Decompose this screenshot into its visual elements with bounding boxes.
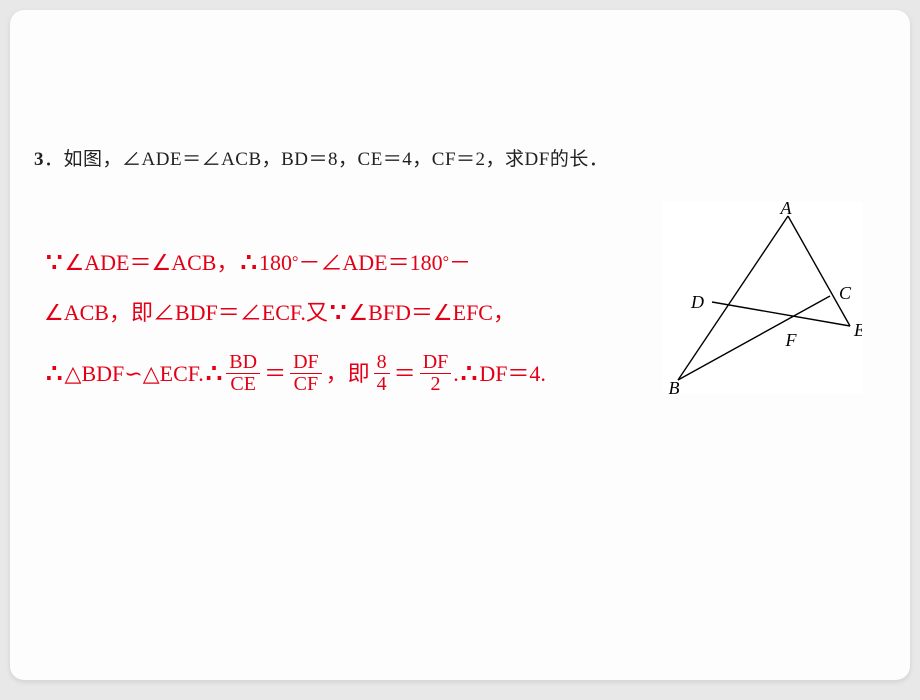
therefore-icon: ∴ [238, 250, 259, 276]
therefore-icon-3: ∴ [204, 361, 225, 387]
frac1-num: BD [226, 352, 260, 373]
question-sep: ． [44, 149, 64, 170]
eq-2: ＝ [392, 363, 418, 385]
svg-text:E: E [853, 320, 862, 340]
sol-3-final: DF＝4. [479, 363, 546, 385]
solution-line-2: ∠ACB，即∠BDF＝∠ECF.又 ∵ ∠BFD＝∠EFC， [44, 300, 604, 326]
therefore-icon-2: ∴ [44, 361, 65, 387]
frac4-num: DF [420, 352, 452, 373]
question-body: 如图，∠ADE＝∠ACB，BD＝8，CE＝4，CF＝2，求DF的长． [64, 149, 609, 170]
sol-3b: ECF. [160, 363, 204, 385]
solution-block: ∵ ∠ADE＝∠ACB， ∴ 180 ° －∠ADE＝180 ° － ∠ACB，… [44, 250, 604, 395]
frac1-den: CE [227, 374, 259, 395]
fraction-bd-ce: BD CE [226, 352, 260, 395]
sol-1c: －∠ADE＝180 [298, 252, 442, 274]
sol-1a: ∠ADE＝∠ACB， [65, 252, 239, 274]
frac4-den: 2 [427, 374, 443, 395]
triangle-icon-1: △ [65, 363, 82, 385]
sol-1b: 180 [259, 252, 292, 274]
because-icon-2: ∵ [328, 300, 349, 326]
therefore-icon-4: ∴ [459, 361, 480, 387]
frac3-den: 4 [374, 374, 390, 395]
solution-line-1: ∵ ∠ADE＝∠ACB， ∴ 180 ° －∠ADE＝180 ° － [44, 250, 604, 276]
question-number: 3 [34, 149, 44, 170]
because-icon: ∵ [44, 250, 65, 276]
eq-1: ＝ [262, 363, 288, 385]
frac2-num: DF [290, 352, 322, 373]
svg-text:D: D [690, 292, 704, 312]
svg-text:C: C [839, 283, 852, 303]
sol-1d: － [449, 252, 471, 274]
solution-line-3: ∴ △ BDF∽ △ ECF. ∴ BD CE ＝ DF CF ，即 8 4 [44, 352, 604, 395]
cn-comma: ，即 [324, 363, 372, 385]
svg-text:A: A [780, 202, 793, 218]
question-text: 3．如图，∠ADE＝∠ACB，BD＝8，CE＝4，CF＝2，求DF的长． [34, 144, 608, 171]
sol-2a: ∠ACB，即∠BDF＝∠ECF.又 [44, 302, 328, 324]
sol-3a: BDF∽ [81, 363, 142, 385]
frac2-den: CF [291, 374, 321, 395]
slide-card: 3．如图，∠ADE＝∠ACB，BD＝8，CE＝4，CF＝2，求DF的长． ∵ ∠… [10, 10, 910, 680]
triangle-icon-2: △ [143, 363, 160, 385]
frac3-num: 8 [374, 352, 390, 373]
fraction-8-4: 8 4 [374, 352, 390, 395]
fraction-df-cf: DF CF [290, 352, 322, 395]
fraction-df-2: DF 2 [420, 352, 452, 395]
svg-text:F: F [785, 330, 798, 350]
sol-2b: ∠BFD＝∠EFC， [348, 302, 515, 324]
diagram-svg: A CE D B F [662, 202, 862, 394]
geometry-diagram: A CE D B F [662, 202, 862, 394]
svg-text:B: B [669, 378, 680, 394]
